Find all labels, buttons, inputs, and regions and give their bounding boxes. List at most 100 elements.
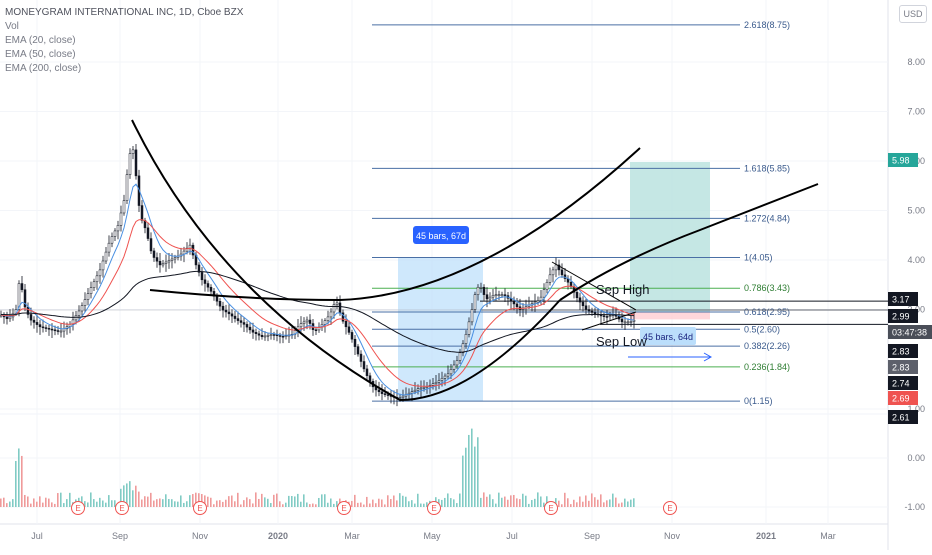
candle-body xyxy=(362,361,366,370)
volume-bar xyxy=(204,495,206,507)
candle-body xyxy=(257,333,261,336)
time-axis-label: Mar xyxy=(820,531,836,541)
candle-body xyxy=(41,326,45,329)
candle-body xyxy=(272,334,276,336)
price-axis-tag[interactable] xyxy=(888,360,918,374)
candle-body xyxy=(488,296,492,300)
legend-ema-200[interactable]: EMA (200, close) xyxy=(5,63,82,74)
earnings-marker[interactable] xyxy=(115,501,129,515)
volume-bar xyxy=(198,493,200,507)
candle-body xyxy=(548,274,552,283)
candle-body xyxy=(440,378,444,381)
candle-body xyxy=(146,227,150,239)
long-position-stop-zone[interactable] xyxy=(630,311,710,320)
volume-bar xyxy=(288,495,290,507)
ema-200-line[interactable] xyxy=(1,270,635,353)
fib-level-label: 0.382(2.26) xyxy=(744,341,790,351)
bowl-arc-lower[interactable] xyxy=(131,119,561,402)
volume-bar xyxy=(48,498,50,507)
candle-body xyxy=(59,330,63,333)
legend-symbol-title[interactable]: MONEYGRAM INTERNATIONAL INC, 1D, Cboe BZ… xyxy=(5,7,244,18)
volume-bar xyxy=(477,437,479,507)
price-axis-tag-text: 2.83 xyxy=(892,347,910,357)
ema-50-line[interactable] xyxy=(0,219,635,387)
volume-bar xyxy=(579,496,581,507)
volume-bar xyxy=(159,498,161,507)
candle-body xyxy=(233,315,237,319)
candle-body xyxy=(557,264,561,271)
bowl-arc-lower-extension[interactable] xyxy=(559,183,819,301)
volume-bar xyxy=(537,492,539,507)
time-axis-label: 2021 xyxy=(756,531,776,541)
time-axis-label: Mar xyxy=(344,531,360,541)
candle-body xyxy=(386,394,390,396)
legend-vol[interactable]: Vol xyxy=(5,21,19,32)
price-axis-tick: 7.00 xyxy=(907,107,925,117)
price-axis-tag[interactable] xyxy=(888,344,918,358)
volume-bar xyxy=(405,496,407,507)
fib-level-label: 0.786(3.43) xyxy=(744,283,790,293)
sep-low-label[interactable]: Sep Low xyxy=(596,334,647,349)
candle-body xyxy=(410,391,414,394)
volume-bar xyxy=(519,499,521,507)
candle-body xyxy=(125,174,129,201)
price-axis-tag[interactable] xyxy=(888,292,918,306)
price-axis-tag[interactable] xyxy=(888,410,918,424)
volume-bar xyxy=(540,496,542,507)
earnings-marker[interactable] xyxy=(71,501,85,515)
price-axis-tag[interactable] xyxy=(888,309,918,323)
price-axis-tick: 1.00 xyxy=(907,404,925,414)
earnings-marker[interactable] xyxy=(544,501,558,515)
volume-bar xyxy=(411,500,413,507)
candle-body xyxy=(323,320,327,325)
candle-body xyxy=(593,312,597,315)
candle-body xyxy=(35,322,39,325)
volume-bar xyxy=(582,501,584,507)
earnings-marker[interactable] xyxy=(337,501,351,515)
volume-bar xyxy=(525,495,527,507)
price-axis-tag[interactable] xyxy=(888,376,918,390)
fib-level-label: 0.236(1.84) xyxy=(744,362,790,372)
time-axis-label: May xyxy=(423,531,441,541)
candle-body xyxy=(503,294,507,296)
range-box-tooltip-2[interactable] xyxy=(640,327,696,345)
legend-ema-50[interactable]: EMA (50, close) xyxy=(5,49,76,60)
range-box-tooltip[interactable] xyxy=(413,226,469,244)
volume-bar xyxy=(312,503,314,507)
volume-bar xyxy=(564,492,566,507)
currency-badge[interactable]: USD xyxy=(899,5,927,23)
candle-body xyxy=(335,302,339,305)
price-axis-panel[interactable] xyxy=(888,0,932,550)
legend-ema-20[interactable]: EMA (20, close) xyxy=(5,35,76,46)
volume-bar xyxy=(174,501,176,507)
candle-body xyxy=(476,286,480,295)
ema-20-line[interactable] xyxy=(0,183,635,396)
bowl-arc-upper[interactable] xyxy=(149,147,641,302)
price-axis-tag[interactable] xyxy=(888,325,932,339)
volume-bar xyxy=(465,447,467,507)
volume-bar xyxy=(585,495,587,507)
volume-bar xyxy=(39,496,41,507)
volume-bar xyxy=(216,500,218,507)
candle-body xyxy=(326,316,330,321)
earnings-marker[interactable] xyxy=(663,501,677,515)
triangle-lower-trendline[interactable] xyxy=(581,311,637,331)
volume-bar xyxy=(408,501,410,507)
price-axis-tag[interactable] xyxy=(888,391,918,405)
candle-body xyxy=(5,316,9,320)
candle-body xyxy=(620,318,624,323)
candle-body xyxy=(353,338,357,347)
volume-bar xyxy=(294,496,296,507)
long-position-target-zone[interactable] xyxy=(630,161,710,312)
volume-bar xyxy=(447,493,449,507)
volume-bar xyxy=(591,493,593,507)
triangle-upper-trendline[interactable] xyxy=(551,261,637,311)
price-axis-tag[interactable] xyxy=(888,153,918,167)
earnings-marker[interactable] xyxy=(193,501,207,515)
earnings-marker[interactable] xyxy=(427,501,441,515)
sep-high-label[interactable]: Sep High xyxy=(596,282,649,297)
volume-bar xyxy=(399,493,401,507)
candle-body xyxy=(77,310,81,316)
